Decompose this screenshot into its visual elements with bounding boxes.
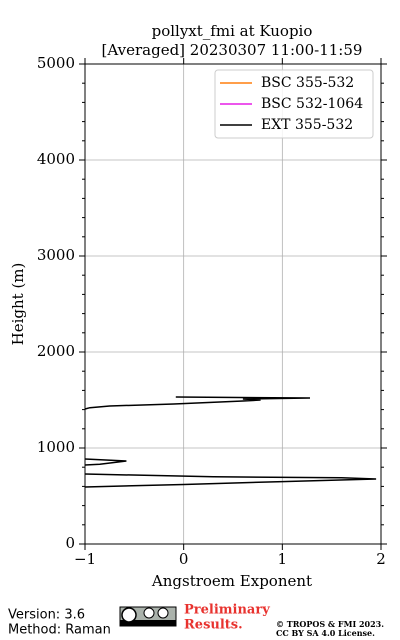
x-tick-label: −1 [74, 550, 96, 568]
chart-title: pollyxt_fmi at Kuopio [152, 22, 313, 40]
y-tick-label: 1000 [37, 438, 75, 456]
method: Method: Raman [8, 623, 111, 638]
y-tick-label: 4000 [37, 150, 75, 168]
version: Version: 3.6 [8, 608, 85, 623]
preliminary: Results. [184, 618, 243, 633]
chart-subtitle: [Averaged] 20230307 11:00-11:59 [102, 41, 363, 59]
y-axis-label: Height (m) [9, 263, 27, 346]
x-tick-label: 1 [278, 550, 288, 568]
copyright: © TROPOS & FMI 2023. [276, 619, 384, 629]
legend-label: EXT 355-532 [261, 117, 353, 133]
legend-label: BSC 355-532 [261, 75, 354, 91]
x-tick-label: 2 [376, 550, 386, 568]
preliminary: Preliminary [184, 603, 270, 618]
y-tick-label: 5000 [37, 54, 75, 72]
line [84, 396, 377, 488]
copyright: CC BY SA 4.0 License. [276, 628, 375, 638]
x-tick-label: 0 [179, 550, 189, 568]
legend-label: BSC 532-1064 [261, 96, 363, 112]
x-axis-label: Angstroem Exponent [151, 572, 312, 590]
plot-frame [84, 63, 382, 545]
y-tick-label: 3000 [37, 246, 75, 264]
y-tick-label: 0 [65, 534, 75, 552]
cc-logo [119, 606, 177, 627]
legend-box [214, 69, 374, 139]
y-tick-label: 2000 [37, 342, 75, 360]
